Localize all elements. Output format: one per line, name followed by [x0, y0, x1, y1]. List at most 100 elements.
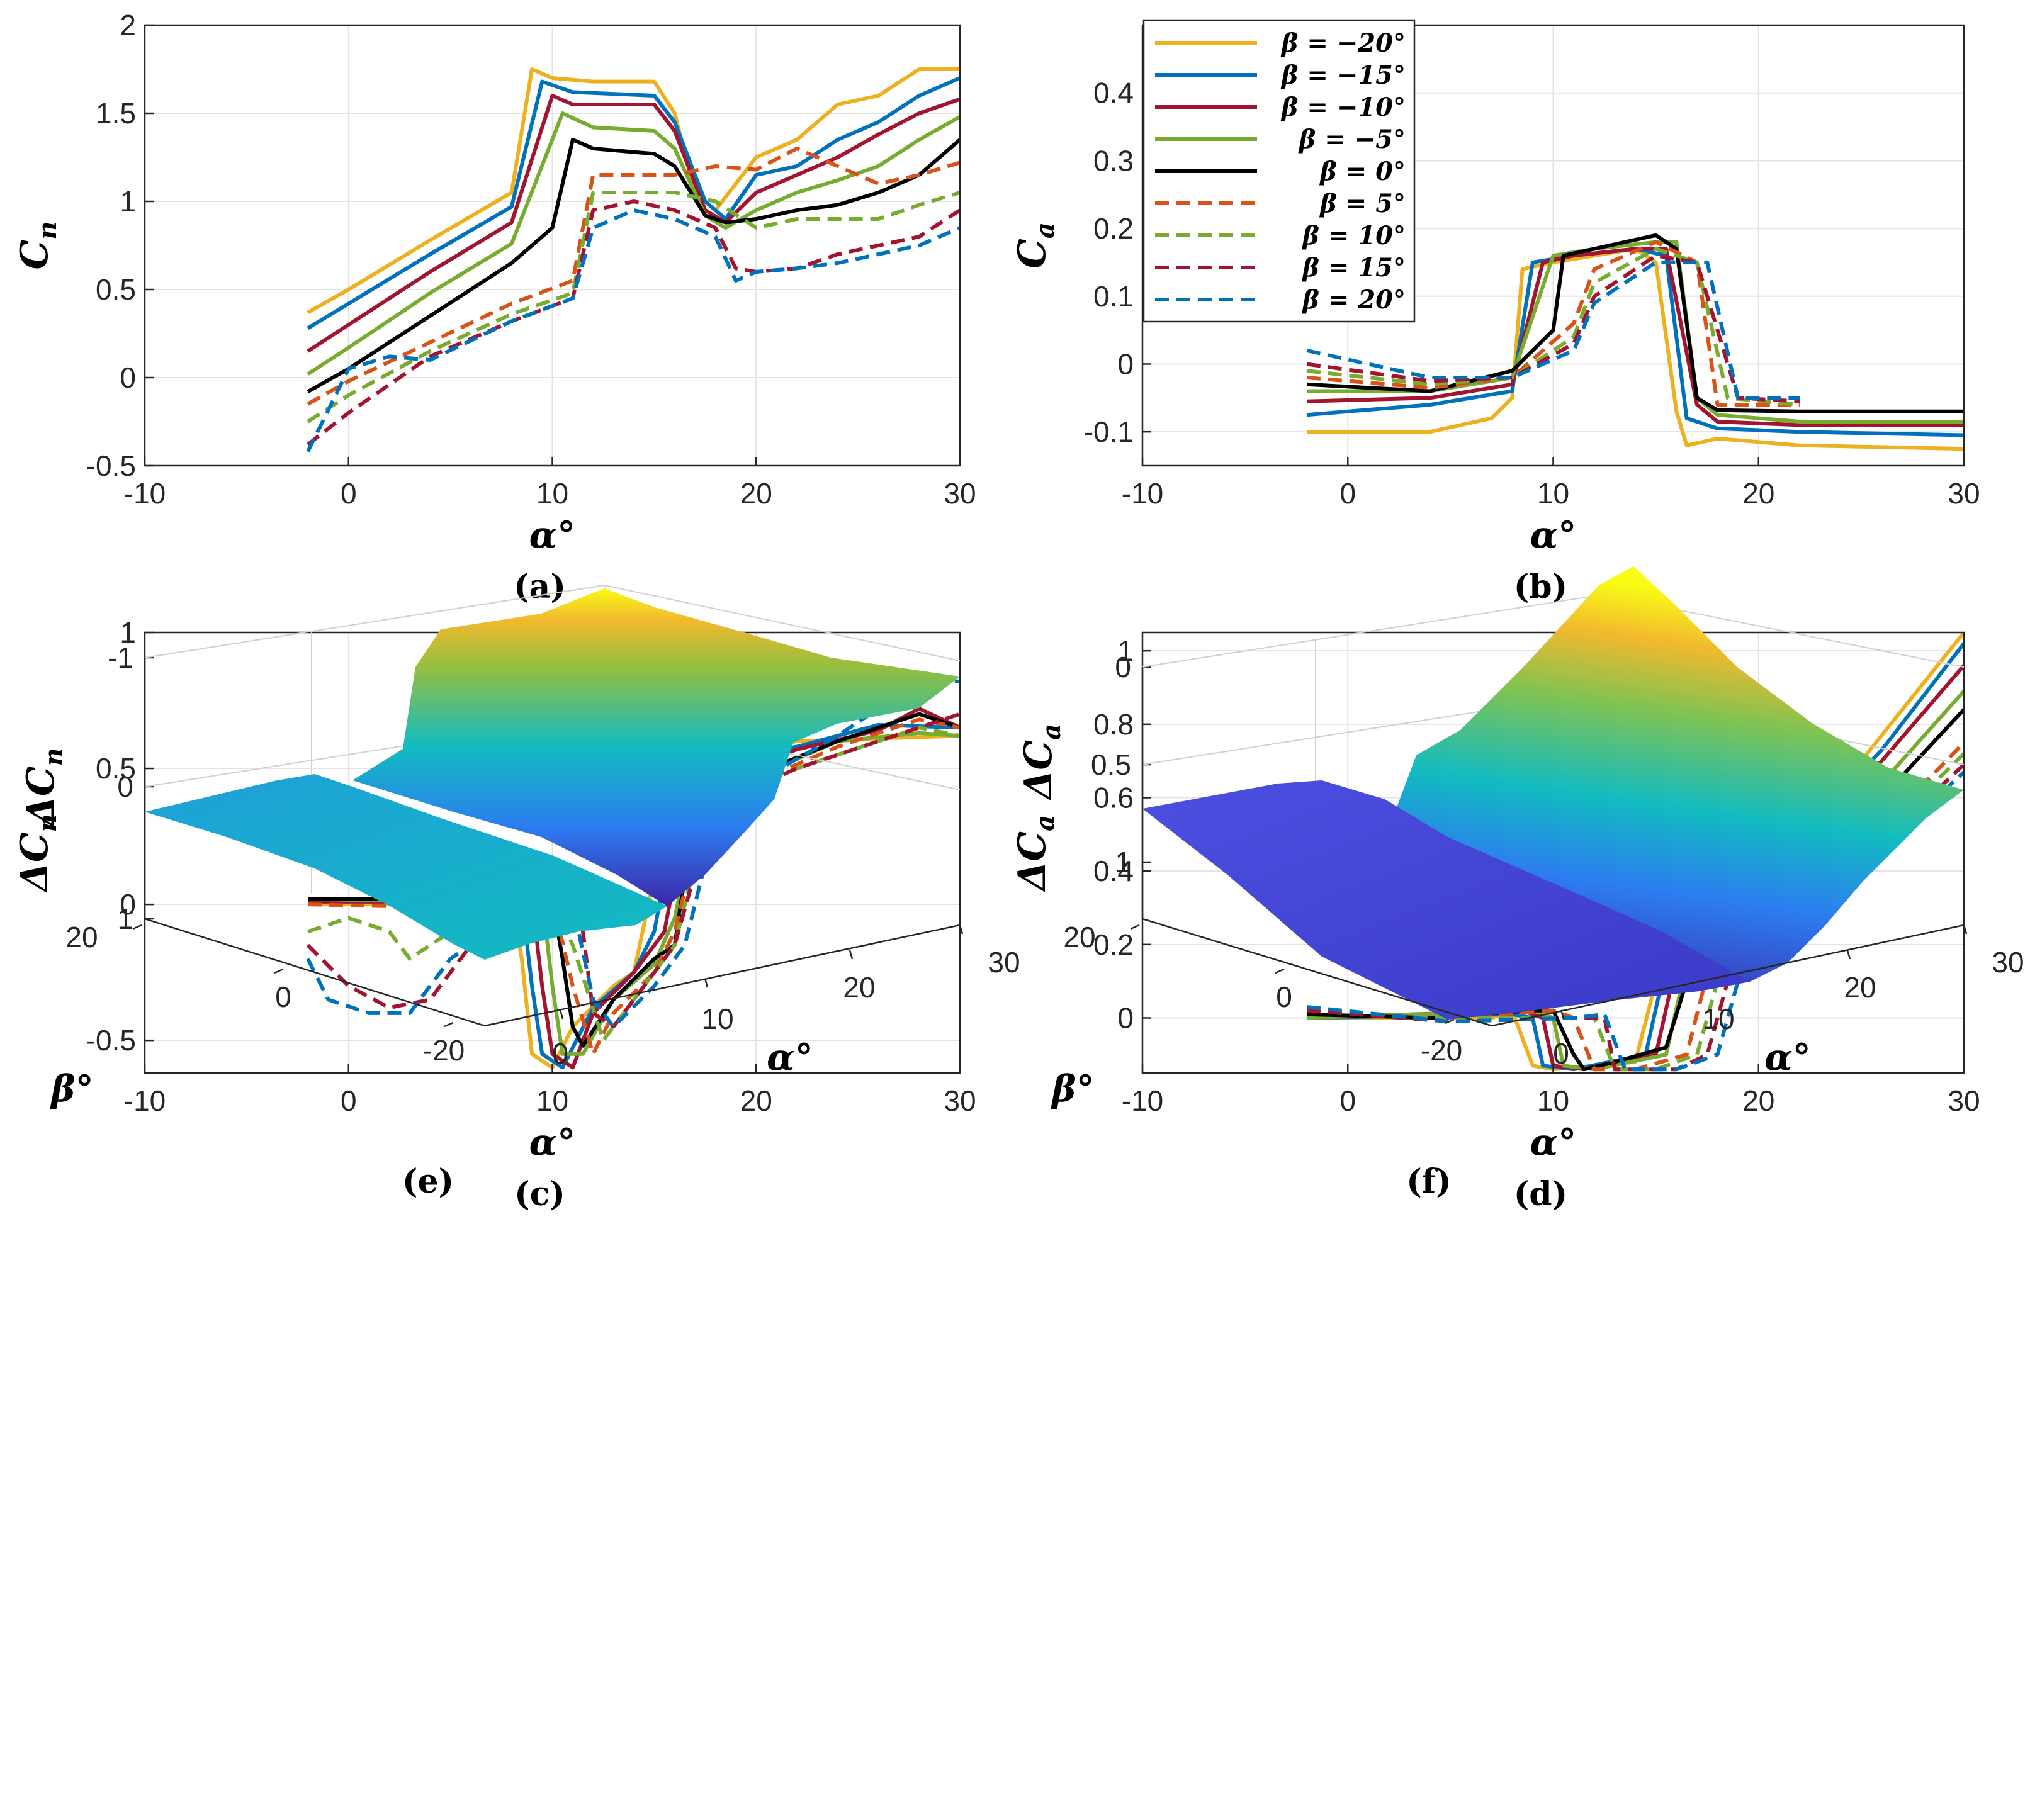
- panel-b: -10 0 10 20 30 -0.1 0 0.1 0.2 0.3 0.4 α° Ca (b) β = −2…: [1010, 19, 1980, 606]
- tick-alpha: [1963, 924, 1968, 935]
- tick-label-alpha: 0: [1553, 1037, 1569, 1070]
- tick-alpha: [559, 1009, 564, 1020]
- tick-label-alpha: 10: [1702, 1003, 1734, 1035]
- tick-label-alpha: 10: [701, 1003, 733, 1035]
- series-line: [306, 679, 960, 1029]
- legend-label: β = −5°: [1298, 125, 1406, 154]
- series-line: [307, 67, 960, 315]
- series-line: [1306, 254, 1800, 403]
- legend: β = −20°β = −15° β = −10° β = −5° β = 0° β =…: [1142, 19, 1416, 323]
- tick-label-x: 10: [1537, 1084, 1569, 1117]
- tick-label-x: 10: [536, 1084, 568, 1117]
- tick-label-x: 10: [1537, 477, 1569, 510]
- tick-label-x: 30: [944, 477, 976, 510]
- tick-label-y: 0.6: [1093, 782, 1134, 814]
- tick-label-z: 1: [1115, 846, 1131, 879]
- series-group: [1306, 233, 1964, 451]
- tick-label-alpha: 20: [1844, 971, 1876, 1004]
- panel-caption: (d): [1514, 1175, 1568, 1213]
- tick-label-beta: -20: [423, 1034, 465, 1067]
- tick-beta: [274, 968, 284, 974]
- tick-beta: [1130, 924, 1140, 930]
- z-axis-label: ΔCn: [19, 748, 69, 827]
- legend-label: β = −15°: [1280, 60, 1406, 90]
- tick-label-x: 0: [1339, 1084, 1356, 1117]
- z-axis-label: ΔCa: [1017, 724, 1066, 801]
- tick-label-alpha: 30: [988, 946, 1020, 979]
- panel-f-surface-low: [1142, 780, 1750, 1020]
- panel-e-surface: [144, 585, 961, 1027]
- beta-axis-label: β°: [1051, 1067, 1095, 1110]
- x-axis-label: α°: [767, 1036, 813, 1079]
- panel-caption: (c): [514, 1175, 565, 1213]
- legend-label: β = −20°: [1280, 28, 1406, 58]
- tick-label-x: 20: [740, 477, 772, 510]
- x-axis-label: α°: [1530, 1121, 1577, 1164]
- x-axis-label: α°: [1764, 1036, 1811, 1079]
- tick-label-x: 30: [944, 1084, 976, 1117]
- tick-label-z: 1: [117, 902, 133, 935]
- tick-label-x: 20: [1742, 1084, 1774, 1117]
- tick-label-alpha: 30: [1992, 946, 2024, 979]
- legend-label: β = −10°: [1280, 93, 1406, 122]
- tick-beta: [444, 1021, 454, 1028]
- tick-label-z: -1: [108, 641, 133, 674]
- series-line: [1306, 260, 1800, 400]
- tick-label-y: 2: [120, 9, 136, 42]
- panel-caption: (e): [402, 1162, 454, 1201]
- tick-label-beta: 20: [65, 921, 98, 953]
- tick-label-beta: 20: [1063, 921, 1095, 953]
- tick-label-y: 0.2: [1093, 928, 1134, 961]
- tick-label-y: 1: [1117, 634, 1134, 667]
- tick-label-x: 30: [1948, 1084, 1980, 1117]
- tick-label-x: -10: [124, 477, 166, 510]
- tick-label-y: 0.2: [1093, 212, 1134, 245]
- tick-label-beta: 0: [275, 980, 291, 1013]
- tick-label-y: 0: [120, 361, 136, 394]
- panel-caption: (f): [1406, 1162, 1452, 1201]
- tick-label-y: 0.8: [1093, 708, 1134, 741]
- x-axis-label: α°: [529, 514, 576, 556]
- panel-f-labels: 0 0.5 1 20 0 -20 0 10 20 30 ΔCa α° β° (f): [1017, 651, 2024, 1201]
- series-line: [1306, 247, 1800, 407]
- series-line: [307, 199, 960, 446]
- series-line: [307, 76, 960, 330]
- tick-label-y: 0.3: [1093, 144, 1134, 177]
- tick-label-x: 30: [1948, 477, 1980, 510]
- tick-label-z: 0: [117, 770, 133, 803]
- tick-label-x: 0: [341, 1084, 357, 1117]
- legend-label: β = 20°: [1301, 285, 1406, 315]
- legend-label: β = 10°: [1301, 221, 1406, 250]
- y-axis-label: Ca: [1010, 222, 1060, 269]
- tick-beta: [132, 924, 142, 930]
- tick-label-alpha: 0: [552, 1037, 568, 1070]
- series-line: [307, 94, 960, 353]
- tick-alpha: [704, 978, 709, 988]
- panel-caption: (a): [514, 568, 566, 606]
- tick-label-y: 0.5: [96, 273, 136, 306]
- tick-label-x: -10: [1122, 1084, 1163, 1117]
- x-axis-label: α°: [529, 1121, 576, 1164]
- panel-caption: (b): [1514, 568, 1568, 606]
- legend-label: β = 15°: [1301, 253, 1406, 283]
- series-line: [1306, 247, 1964, 427]
- x-axis-label: α°: [1530, 514, 1577, 556]
- tick-label-y: 0.5: [96, 752, 136, 785]
- tick-label-alpha: 20: [843, 971, 875, 1004]
- tick-label-x: 0: [341, 477, 357, 510]
- series-line: [307, 191, 960, 424]
- tick-beta: [1445, 1018, 1455, 1025]
- legend-label: β = 0°: [1319, 157, 1406, 186]
- tick-label-y: 1: [120, 616, 136, 649]
- tick-label-y: 1: [120, 185, 136, 218]
- line-panels: -10 0 10 20 30-0.500.511.52α°Cn(a)-10 0 10 20 30…: [13, 9, 2024, 1213]
- y-axis-label: ΔCa: [1010, 815, 1060, 892]
- panel-e-axes: [144, 658, 961, 1027]
- panel-a: -10 0 10 20 30 -0.5 0 0.5 1 1.5 2 α° Cn (a): [13, 9, 976, 606]
- panel-e-surface-high: [352, 588, 960, 906]
- tick-label-y: -0.5: [86, 1024, 136, 1057]
- y-axis-label: ΔCn: [13, 814, 62, 893]
- tick-label-z: 0: [1115, 651, 1131, 683]
- panel-e-surface-low: [145, 774, 667, 960]
- tick-label-x: 20: [1742, 477, 1774, 510]
